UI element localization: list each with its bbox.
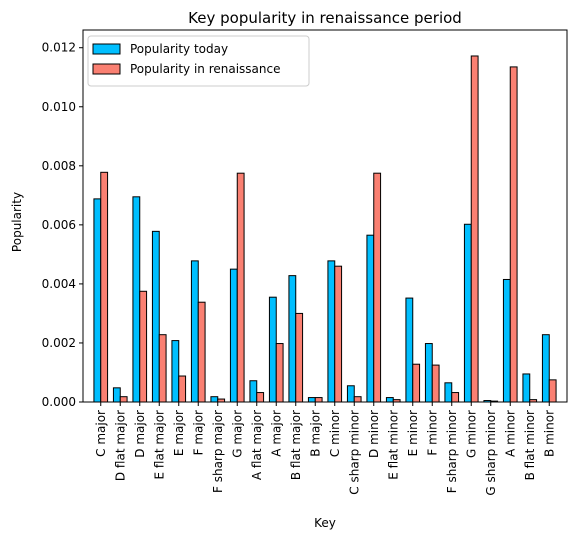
x-tick-label: A minor xyxy=(503,410,517,457)
bar-today-23 xyxy=(541,334,550,403)
x-tick-label: C major xyxy=(94,410,108,457)
chart-title: Key popularity in renaissance period xyxy=(188,9,462,27)
x-tick-label: A major xyxy=(269,410,283,457)
x-tick-label: C sharp minor xyxy=(347,410,361,495)
x-axis-ticks: C major D flat major D major E flat major E … xyxy=(94,402,556,496)
x-tick-label: D minor xyxy=(367,410,381,458)
bar-today-16 xyxy=(405,297,414,403)
bar-renaissance-17 xyxy=(431,364,440,403)
bar-today-13 xyxy=(346,385,355,403)
bar-renaissance-1 xyxy=(119,396,128,403)
bar-today-22 xyxy=(522,373,531,403)
y-tick-label: 0.006 xyxy=(42,218,76,232)
bar-renaissance-9 xyxy=(275,343,284,403)
x-tick-label: B flat minor xyxy=(523,410,537,480)
y-tick-label: 0.002 xyxy=(42,336,76,350)
x-axis-label: Key xyxy=(314,516,336,530)
bar-today-7 xyxy=(229,268,238,403)
bar-renaissance-2 xyxy=(139,290,148,403)
bar-renaissance-7 xyxy=(236,172,245,403)
bar-renaissance-19 xyxy=(470,55,479,403)
bar-today-3 xyxy=(151,230,160,403)
bar-renaissance-5 xyxy=(197,301,206,403)
bar-today-18 xyxy=(444,382,453,403)
y-tick-label: 0.000 xyxy=(42,395,76,409)
bar-renaissance-21 xyxy=(509,66,518,403)
x-tick-label: F sharp minor xyxy=(445,410,459,493)
bar-renaissance-10 xyxy=(295,312,304,403)
y-tick-label: 0.010 xyxy=(42,100,76,114)
bar-renaissance-0 xyxy=(100,171,109,403)
bar-renaissance-16 xyxy=(412,363,421,403)
bar-today-21 xyxy=(502,278,511,403)
x-tick-label: B major xyxy=(308,410,322,457)
x-tick-label: F minor xyxy=(425,410,439,456)
bar-today-1 xyxy=(112,387,121,403)
x-tick-label: B flat major xyxy=(289,410,303,480)
bar-today-12 xyxy=(327,260,336,403)
bar-renaissance-18 xyxy=(451,392,460,403)
legend-label: Popularity in renaissance xyxy=(130,62,281,76)
bar-today-5 xyxy=(190,260,199,403)
bar-today-0 xyxy=(93,198,102,403)
bar-today-10 xyxy=(288,275,297,403)
bar-renaissance-3 xyxy=(158,334,167,403)
bar-today-14 xyxy=(366,234,375,403)
legend-swatch xyxy=(92,43,121,55)
legend-label: Popularity today xyxy=(130,42,228,56)
bar-today-19 xyxy=(463,223,472,403)
bar-today-2 xyxy=(132,196,141,403)
y-tick-label: 0.004 xyxy=(42,277,76,291)
legend-box xyxy=(87,35,310,87)
bar-renaissance-13 xyxy=(353,396,362,403)
x-tick-label: D major xyxy=(133,410,147,458)
bar-today-6 xyxy=(210,396,219,403)
x-tick-label: E minor xyxy=(406,410,420,456)
y-tick-label: 0.012 xyxy=(42,41,76,55)
legend: Popularity today Popularity in renaissanc… xyxy=(87,35,310,87)
bar-renaissance-23 xyxy=(548,379,557,403)
bar-today-8 xyxy=(249,380,258,403)
x-tick-label: G major xyxy=(230,410,244,458)
bars-group xyxy=(93,55,557,403)
bar-today-17 xyxy=(424,343,433,403)
bar-today-11 xyxy=(307,397,316,403)
bar-renaissance-12 xyxy=(334,265,343,403)
plot-area-frame xyxy=(82,29,568,403)
x-tick-label: G minor xyxy=(464,410,478,458)
x-tick-label: F major xyxy=(191,410,205,455)
legend-swatch xyxy=(92,63,121,75)
bar-today-9 xyxy=(268,296,277,403)
x-tick-label: C minor xyxy=(328,410,342,457)
x-tick-label: E major xyxy=(172,410,186,456)
bar-renaissance-8 xyxy=(256,392,265,403)
bar-renaissance-11 xyxy=(314,397,323,403)
y-tick-label: 0.008 xyxy=(42,159,76,173)
x-tick-label: D flat major xyxy=(113,410,127,481)
x-tick-label: A flat major xyxy=(250,410,264,480)
x-tick-label: E flat minor xyxy=(386,410,400,480)
x-tick-label: F sharp major xyxy=(211,410,225,493)
y-axis-ticks: 0.000 0.002 0.004 0.006 0.008 0.010 0.012 xyxy=(42,41,83,409)
x-tick-label: E flat major xyxy=(152,410,166,480)
x-tick-label: B minor xyxy=(542,410,556,457)
bar-today-15 xyxy=(385,397,394,403)
y-axis-label: Popularity xyxy=(10,192,24,252)
x-tick-label: G sharp minor xyxy=(484,410,498,496)
bar-today-4 xyxy=(171,340,180,403)
bar-renaissance-4 xyxy=(178,375,187,403)
bar-renaissance-14 xyxy=(373,172,382,403)
